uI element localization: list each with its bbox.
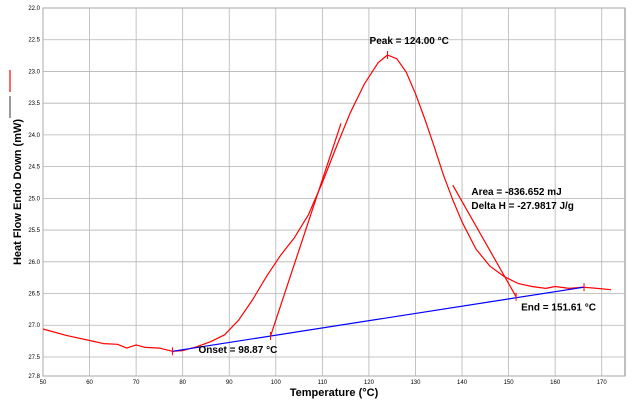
grid [42, 7, 625, 377]
x-tick-label: 70 [133, 380, 140, 386]
x-tick-label: 170 [597, 380, 608, 386]
annotation-label: Area = -836.652 mJ [471, 187, 561, 198]
y-tick-label: 27.8 [28, 374, 40, 380]
annotation-label: Peak = 124.00 °C [370, 36, 449, 47]
y-tick-label: 24.5 [28, 165, 40, 171]
x-tick-label: 100 [271, 380, 282, 386]
x-axis-label: Temperature (°C) [290, 387, 379, 399]
y-tick-label: 22.0 [28, 6, 40, 12]
y-tick-label: 24.0 [28, 133, 40, 139]
x-tick-label: 130 [410, 380, 421, 386]
x-tick-label: 140 [457, 380, 468, 386]
x-tick-label: 80 [179, 380, 186, 386]
y-tick-label: 23.5 [28, 101, 40, 107]
x-tick-label: 90 [226, 380, 233, 386]
x-tick-label: 160 [550, 380, 561, 386]
y-tick-label: 26.0 [28, 260, 40, 266]
x-tick-label: 150 [504, 380, 515, 386]
tangent-line [269, 123, 342, 337]
y-tick-label: 25.5 [28, 228, 40, 234]
heat-flow-curve [42, 54, 612, 352]
y-axis-ticks: 22.0 22.5 23.0 23.5 24.0 24.5 25.0 25.5 26.0 26.5… [28, 6, 40, 380]
y-tick-label: 27.5 [28, 355, 40, 361]
x-axis-ticks: 50 60 70 80 90 100 110 120 130 140 150 160 170 [40, 380, 608, 386]
x-tick-label: 50 [40, 380, 47, 386]
x-tick-label: 120 [364, 380, 375, 386]
annotations: Peak = 124.00 °C Onset = 98.87 °C End = 15… [199, 36, 596, 356]
x-tick-label: 110 [318, 380, 328, 386]
data-lines [42, 50, 612, 356]
annotation-label: End = 151.61 °C [521, 303, 596, 314]
y-tick-label: 25.0 [28, 196, 40, 202]
tangent-line [452, 184, 517, 297]
plot-area [42, 7, 626, 377]
annotation-label: Delta H = -27.9817 J/g [471, 201, 574, 212]
y-axis-label: Heat Flow Endo Down (mW) [12, 119, 24, 265]
annotation-label: Onset = 98.87 °C [199, 345, 278, 356]
baseline-line [172, 286, 585, 352]
y-tick-label: 27.0 [28, 323, 40, 329]
x-tick-label: 60 [86, 380, 93, 386]
y-tick-label: 23.0 [28, 69, 40, 75]
y-tick-label: 26.5 [28, 292, 40, 298]
y-tick-label: 22.5 [28, 38, 40, 44]
